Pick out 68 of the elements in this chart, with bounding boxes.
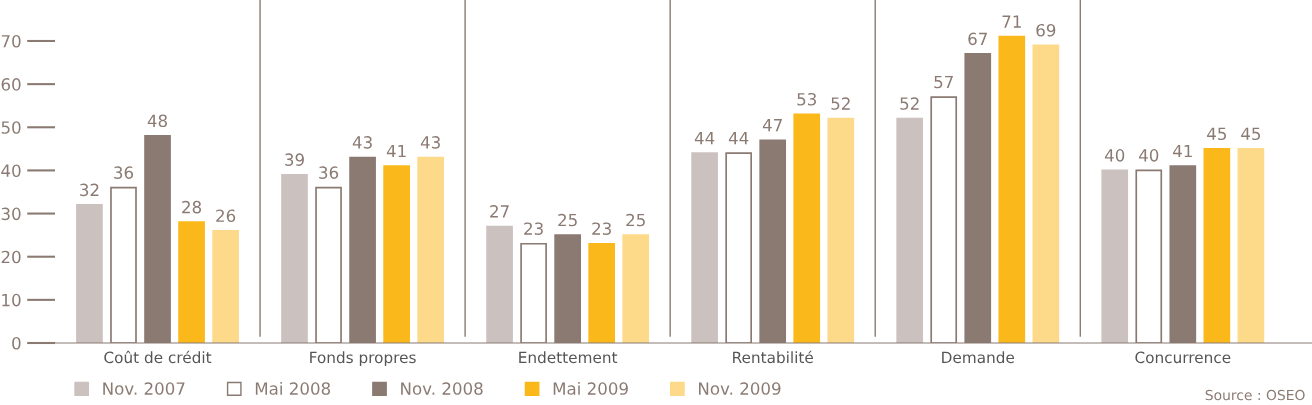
- y-tick-label: 10: [2, 293, 21, 307]
- data-label: 41: [1173, 144, 1192, 158]
- data-label: 26: [216, 209, 236, 223]
- x-tick-label: Demande: [942, 351, 1015, 364]
- bar: [417, 156, 445, 343]
- x-tick-label: Endettement: [519, 351, 618, 364]
- data-label: 57: [934, 75, 953, 89]
- bar: [622, 234, 650, 343]
- data-label: 48: [147, 114, 167, 128]
- legend-label: Mai 2008: [255, 381, 331, 395]
- bar: [281, 173, 308, 343]
- data-label: 40: [1104, 149, 1125, 162]
- data-label: 67: [968, 32, 987, 46]
- data-label: 43: [352, 136, 372, 149]
- bar: [76, 204, 103, 343]
- data-label: 25: [626, 213, 645, 227]
- bar: [1237, 148, 1265, 343]
- data-label: 45: [1241, 127, 1261, 141]
- bar: [998, 35, 1026, 343]
- x-tick-label: Coût de crédit: [104, 350, 212, 364]
- data-label: 28: [182, 200, 202, 214]
- bar: [1032, 44, 1060, 343]
- data-label: 71: [1002, 15, 1021, 28]
- y-tick-label: 60: [1, 78, 21, 91]
- data-label: 32: [80, 183, 99, 197]
- y-tick-label: 0: [12, 336, 21, 350]
- data-label: 47: [762, 119, 782, 132]
- data-label: 36: [114, 166, 134, 179]
- data-label: 27: [490, 205, 509, 218]
- legend-label: Nov. 2007: [103, 382, 185, 395]
- bar: [588, 242, 616, 343]
- legend-label: Mai 2009: [553, 381, 628, 395]
- y-tick-label: 40: [1, 164, 21, 177]
- y-tick-label: 50: [1, 121, 21, 134]
- data-label: 52: [900, 97, 919, 110]
- data-label: 44: [694, 131, 715, 145]
- bar: [1101, 169, 1129, 343]
- bar: [1203, 148, 1231, 343]
- bar: [486, 225, 513, 343]
- bar: [178, 221, 205, 343]
- bar: [793, 113, 821, 343]
- data-label: 43: [420, 136, 440, 149]
- data-label: 39: [285, 153, 304, 166]
- y-tick-label: 70: [1, 34, 21, 48]
- y-tick-label: 20: [1, 250, 21, 264]
- data-label: 23: [592, 222, 611, 235]
- data-label: 25: [558, 213, 577, 227]
- data-label: 41: [386, 144, 406, 158]
- data-label: 44: [728, 131, 749, 145]
- data-label: 53: [797, 92, 817, 106]
- bar: [212, 229, 239, 343]
- data-label: 69: [1036, 23, 1056, 37]
- data-label: 23: [524, 222, 543, 235]
- data-label: 36: [319, 166, 339, 179]
- bar: [896, 117, 924, 343]
- x-tick-label: Rentabilité: [733, 350, 813, 364]
- y-tick-label: 30: [1, 207, 21, 221]
- bar: [383, 165, 410, 343]
- source-note: Source : OSEO: [1205, 389, 1305, 401]
- x-tick-label: Fonds propres: [310, 351, 416, 367]
- data-label: 45: [1207, 127, 1226, 141]
- legend-label: Nov. 2008: [401, 382, 483, 395]
- x-tick-label: Concurrence: [1135, 351, 1231, 364]
- bar: [691, 152, 718, 343]
- data-label: 40: [1138, 149, 1159, 162]
- legend-label: Nov. 2009: [699, 382, 781, 395]
- bar: [827, 117, 855, 343]
- data-label: 52: [831, 97, 850, 110]
